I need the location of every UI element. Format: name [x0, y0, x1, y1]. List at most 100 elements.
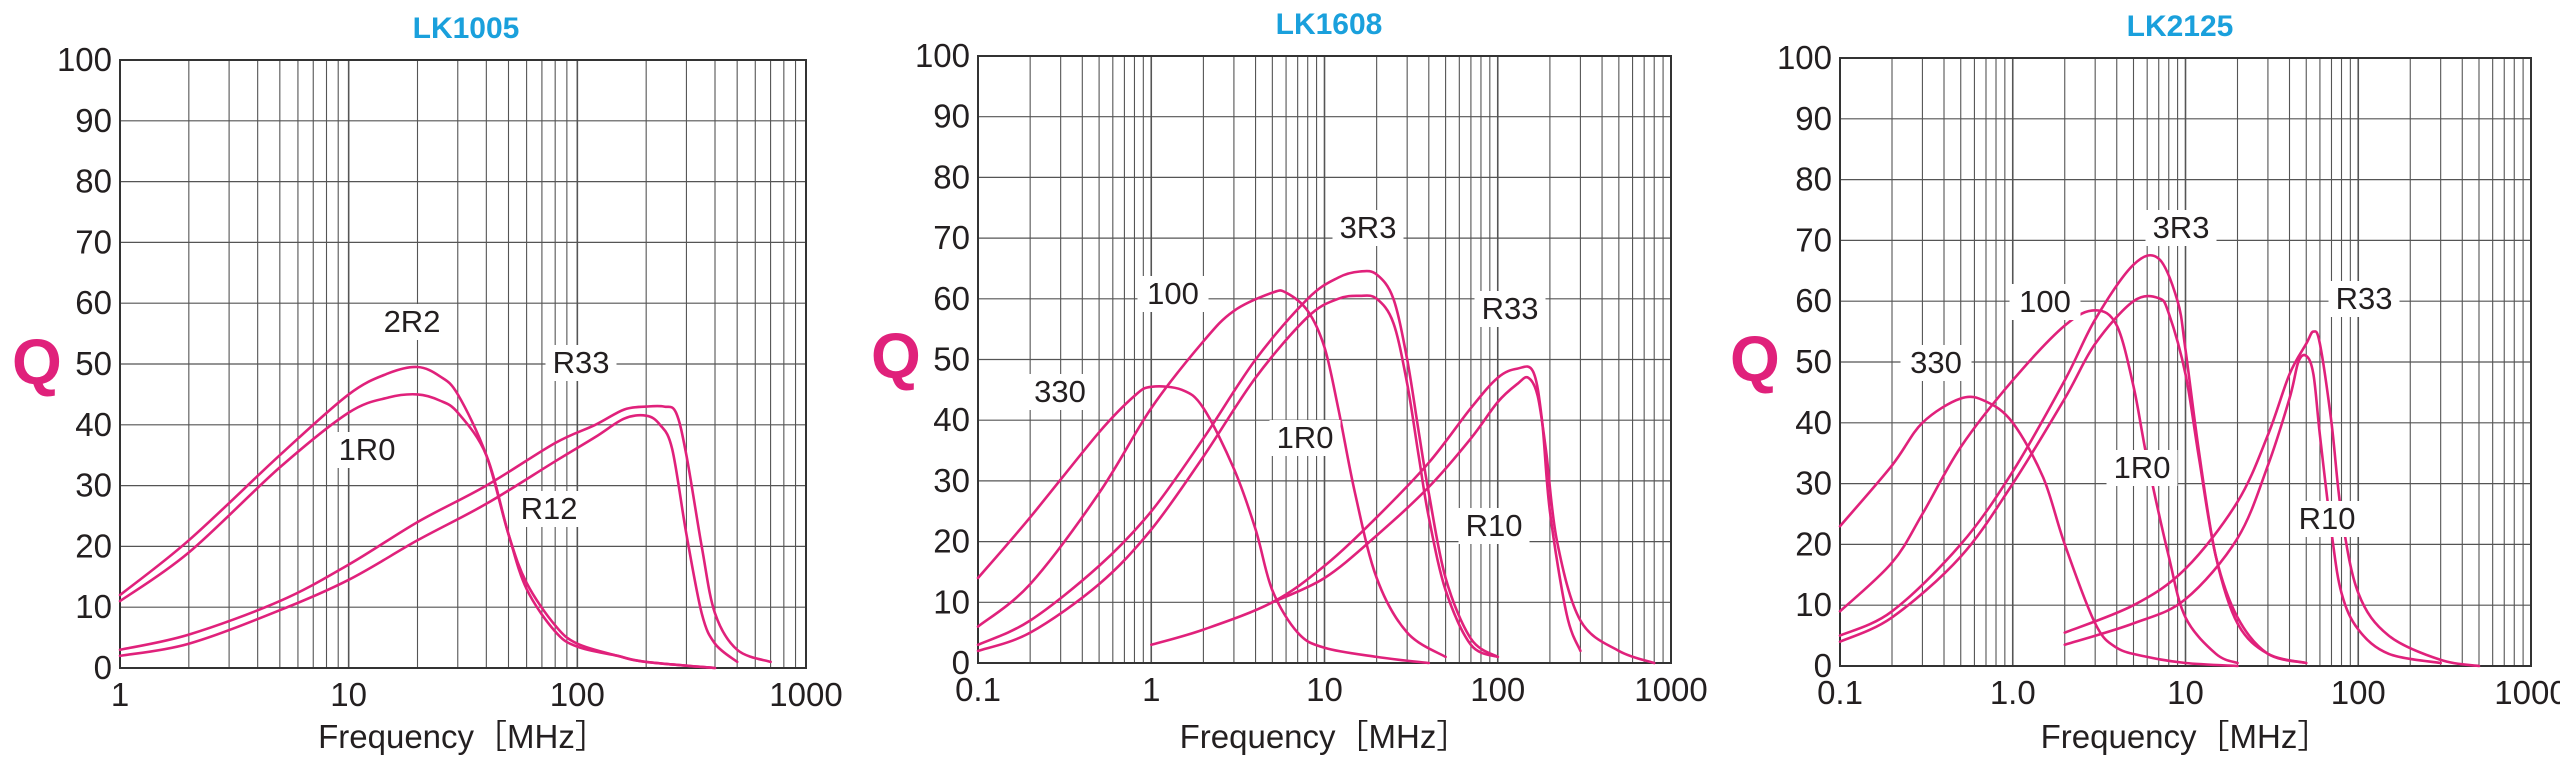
series-line-330 — [1838, 395, 2239, 668]
y-axis-label: Q — [12, 326, 62, 398]
curve-label-r33: R33 — [1482, 291, 1539, 326]
curve-label-background — [1474, 291, 1546, 327]
curve-label-2r2: 2R2 — [384, 304, 441, 339]
curve-label-100: 100 — [2019, 284, 2071, 319]
curve-label-330: 330 — [1910, 345, 1962, 380]
y-tick-label: 50 — [1795, 343, 1832, 380]
curve-label-r10: R10 — [1466, 508, 1523, 543]
y-tick-label: 40 — [1795, 404, 1832, 441]
series-line-1r0 — [118, 392, 717, 670]
y-tick-label: 90 — [1795, 100, 1832, 137]
y-tick-label: 90 — [75, 102, 112, 139]
curve-label-background — [2106, 450, 2178, 486]
x-tick-label: 0.1 — [1817, 674, 1863, 711]
y-tick-label: 80 — [75, 163, 112, 200]
series-line-2r2 — [118, 365, 717, 670]
x-tick-label: 1000 — [2494, 674, 2560, 711]
y-tick-label: 70 — [75, 223, 112, 260]
y-tick-label: 30 — [75, 467, 112, 504]
y-tick-label: 100 — [57, 41, 112, 78]
series-line-r10 — [2063, 353, 2442, 665]
x-tick-label: 100 — [550, 676, 605, 713]
y-tick-label: 100 — [1777, 39, 1832, 76]
y-axis-label: Q — [1730, 323, 1780, 395]
curve-label-3r3: 3R3 — [1340, 210, 1397, 245]
y-tick-label: 10 — [75, 588, 112, 625]
curve-label-3r3: 3R3 — [2153, 210, 2210, 245]
chart-title: LK1608 — [1276, 8, 1383, 41]
x-tick-label: 1 — [1142, 671, 1160, 708]
y-tick-label: 0 — [952, 644, 970, 681]
y-tick-label: 30 — [933, 462, 970, 499]
series-line-100 — [1838, 309, 2239, 665]
chart-title: LK2125 — [2127, 10, 2234, 43]
y-tick-label: 60 — [933, 280, 970, 317]
y-tick-label: 40 — [75, 406, 112, 443]
curve-label-background — [1137, 276, 1209, 312]
y-tick-label: 30 — [1795, 465, 1832, 502]
y-tick-label: 40 — [933, 401, 970, 438]
y-tick-label: 20 — [933, 523, 970, 560]
y-tick-label: 60 — [1795, 282, 1832, 319]
y-tick-label: 50 — [75, 345, 112, 382]
x-tick-label: 100 — [2331, 674, 2386, 711]
series-line-1r0 — [1838, 294, 2308, 665]
y-tick-label: 10 — [933, 583, 970, 620]
curve-label-background — [2145, 210, 2217, 246]
curve-label-background — [1024, 374, 1096, 410]
curve-label-background — [545, 345, 617, 381]
y-axis-label: Q — [871, 320, 921, 392]
series-line-r10 — [1271, 375, 1656, 665]
curve-label-r33: R33 — [553, 345, 610, 380]
series-line-r33 — [118, 404, 772, 664]
y-tick-label: 80 — [933, 158, 970, 195]
curve-label-background — [1458, 508, 1530, 544]
x-tick-label: 1.0 — [1990, 674, 2036, 711]
curve-label-background — [1332, 210, 1404, 246]
x-tick-label: 10 — [2167, 674, 2204, 711]
x-tick-label: 10 — [1306, 671, 1343, 708]
plot-frame — [119, 59, 807, 669]
y-tick-label: 0 — [1814, 647, 1832, 684]
y-tick-label: 80 — [1795, 161, 1832, 198]
y-tick-label: 100 — [915, 37, 970, 74]
x-axis-label: Frequency［MHz］ — [2041, 718, 2331, 755]
x-tick-label: 1000 — [769, 676, 842, 713]
curve-label-background — [331, 432, 403, 468]
x-tick-label: 1 — [111, 676, 129, 713]
curve-label-r12: R12 — [521, 491, 578, 526]
curve-label-background — [1269, 420, 1341, 456]
y-tick-label: 60 — [75, 284, 112, 321]
chart-title: LK1005 — [413, 12, 520, 45]
series-line-1r0 — [976, 294, 1500, 659]
y-tick-label: 70 — [1795, 221, 1832, 258]
curve-label-r33: R33 — [2336, 281, 2393, 316]
y-tick-label: 70 — [933, 219, 970, 256]
chart-panel-lk2125: 0 10 20 30 40 50 60 70 80 90 100 0.1 1.0 10 100 1000 LK2… — [1730, 10, 2560, 755]
x-axis-label: Frequency［MHz］ — [1180, 718, 1470, 755]
curve-label-330: 330 — [1034, 374, 1086, 409]
x-tick-label: 0.1 — [955, 671, 1001, 708]
y-tick-label: 20 — [1795, 525, 1832, 562]
plot-frame — [1839, 57, 2532, 667]
x-tick-label: 10 — [330, 676, 367, 713]
series-line-r33 — [2063, 330, 2481, 668]
curve-label-background — [2291, 501, 2363, 537]
chart-panel-lk1608: 0 10 20 30 40 50 60 70 80 90 100 0.1 1 10 100 1000 LK160… — [871, 8, 1708, 755]
curve-label-1r0: 1R0 — [1277, 420, 1334, 455]
series-line-3r3 — [976, 269, 1500, 659]
x-tick-label: 1000 — [1634, 671, 1707, 708]
curve-label-background — [513, 491, 585, 527]
y-tick-label: 10 — [1795, 586, 1832, 623]
x-tick-label: 100 — [1470, 671, 1525, 708]
curve-label-background — [376, 304, 448, 340]
y-tick-label: 90 — [933, 98, 970, 135]
curve-label-background — [2328, 281, 2400, 317]
curve-label-background — [2009, 284, 2081, 320]
curve-label-1r0: 1R0 — [339, 432, 396, 467]
plot-frame — [977, 55, 1672, 664]
curve-label-background — [1900, 345, 1972, 381]
